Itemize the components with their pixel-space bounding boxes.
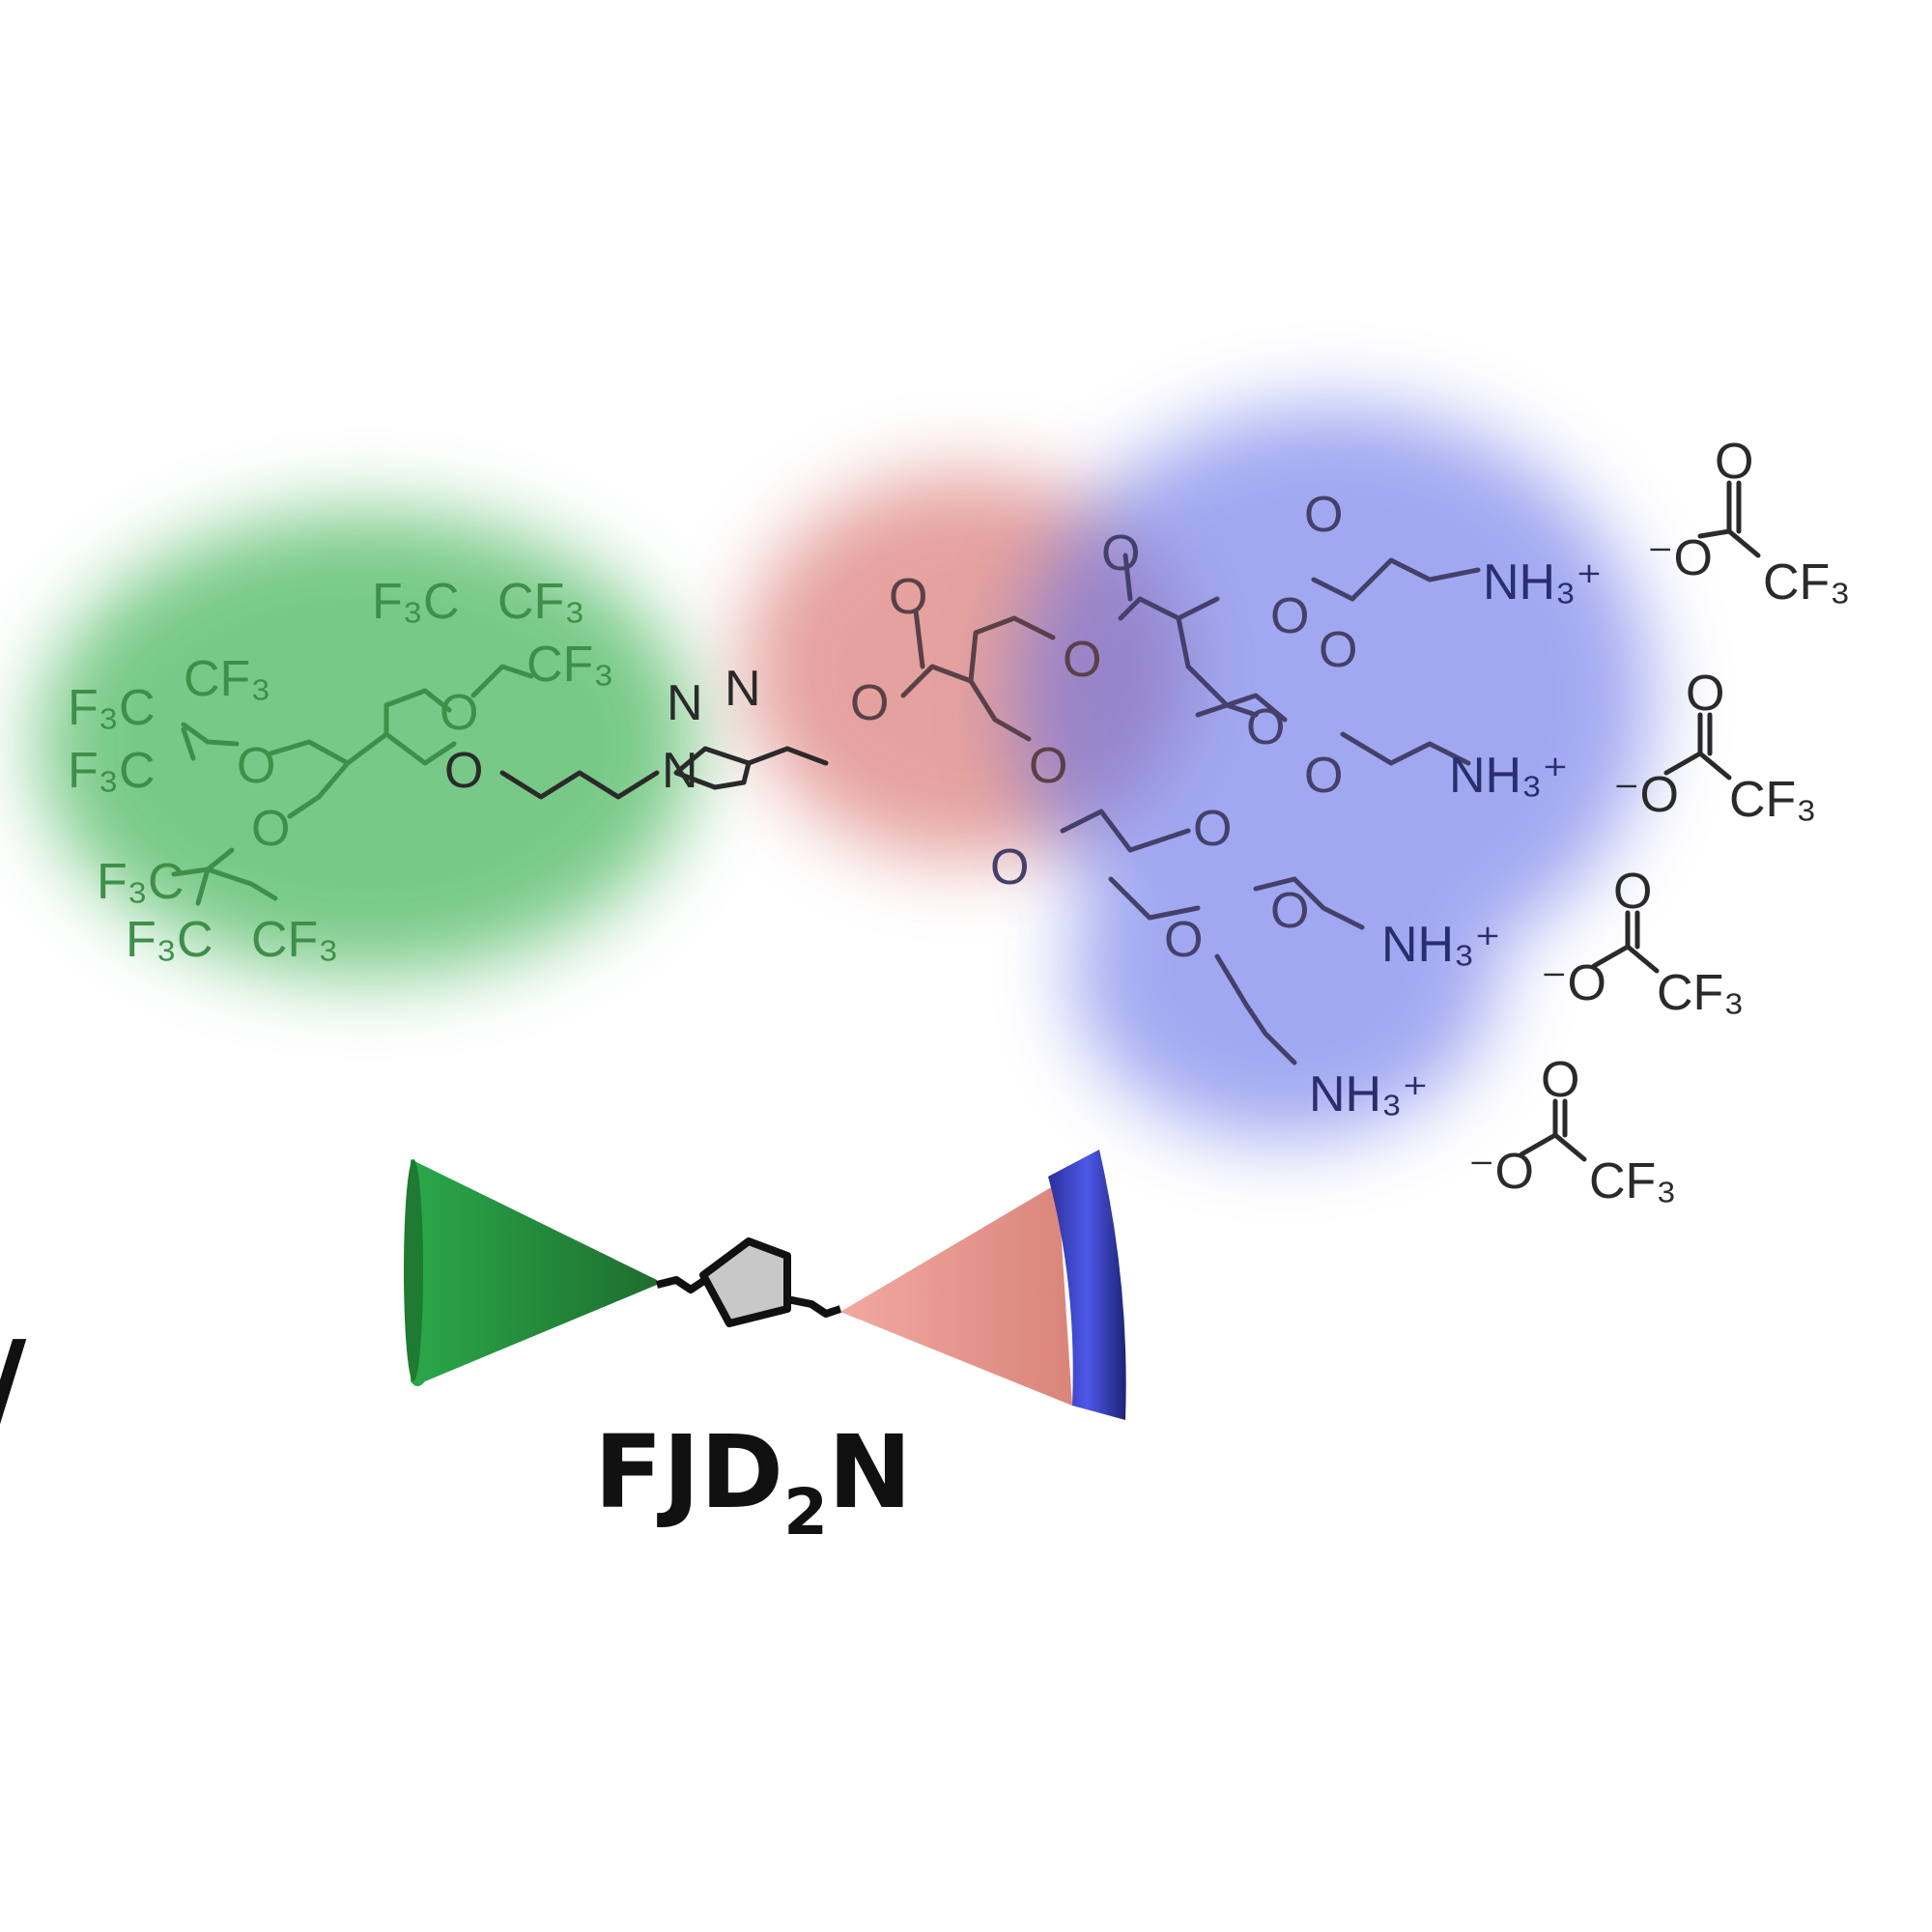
ammonium-labels: NH₃⁺ NH₃⁺ NH₃⁺ NH₃⁺	[1309, 554, 1603, 1122]
label-f3c-left-a: F₃C	[68, 680, 156, 736]
janus-dendrimer-cartoon	[404, 1150, 1126, 1420]
label-n-1: N	[667, 675, 703, 731]
label-o-ether: O	[444, 743, 483, 799]
label-o-core-right: O	[1063, 632, 1101, 688]
label-nh3-3: NH₃⁺	[1381, 917, 1501, 973]
label-anion-o-2: ⁻O	[1613, 767, 1679, 823]
label-o-low: O	[251, 801, 290, 857]
label-o-top: O	[440, 685, 478, 741]
counterion-labels: O ⁻O CF₃ O ⁻O CF₃ O ⁻O CF₃ O ⁻O CF₃	[1468, 434, 1851, 1209]
core-cone	[840, 1183, 1072, 1406]
cropped-edge-glyph: /	[0, 1307, 27, 1498]
label-anion-o-1: ⁻O	[1647, 530, 1713, 586]
label-cf3-left-b: CF₃	[184, 651, 271, 707]
label-nh3-4: NH₃⁺	[1309, 1066, 1429, 1122]
amine-domain-glow	[1014, 406, 1652, 1140]
label-anion-o-carbonyl-3: O	[1613, 864, 1652, 920]
label-o-g2-carbonyl-a: O	[1101, 526, 1140, 582]
label-o-g2-c: O	[1193, 801, 1232, 857]
label-cf3-bot-c: CF₃	[251, 912, 339, 968]
label-nh3-2: NH₃⁺	[1449, 748, 1569, 804]
label-f3c-bot-a: F₃C	[97, 854, 185, 910]
title-prefix: FJD	[594, 1413, 783, 1531]
amine-cap	[1048, 1150, 1126, 1420]
label-cf3-top-b: CF₃	[497, 574, 585, 630]
label-o-g3-c: O	[1304, 748, 1343, 804]
label-f3c-left-c: F₃C	[68, 743, 156, 799]
label-o-g3-b: O	[1319, 622, 1357, 678]
linker-atom-labels: O N N N	[444, 661, 761, 799]
label-anion-cf3-3: CF₃	[1657, 965, 1745, 1021]
label-o-left: O	[237, 738, 275, 794]
label-f3c-bot-b: F₃C	[126, 912, 213, 968]
fluorous-domain-glow	[39, 512, 696, 976]
triazole-pentagon	[699, 1237, 791, 1327]
title-subscript: 2	[783, 1475, 828, 1549]
title-suffix: N	[828, 1413, 912, 1531]
label-n-3: N	[662, 743, 698, 799]
label-anion-o-4: ⁻O	[1468, 1144, 1534, 1200]
label-anion-o-carbonyl-4: O	[1541, 1052, 1579, 1108]
label-cf3-top-c: CF₃	[526, 637, 614, 693]
label-anion-o-carbonyl-2: O	[1686, 666, 1724, 722]
label-o-g3-a: O	[1304, 487, 1343, 543]
label-o-g3-d: O	[1270, 883, 1309, 939]
right-linker	[786, 1295, 842, 1318]
label-o-g2-d: O	[1164, 912, 1203, 968]
label-n-2: N	[724, 661, 761, 717]
label-anion-o-carbonyl-1: O	[1715, 434, 1753, 490]
core-atom-labels: O O O O	[850, 569, 1101, 794]
label-o-g2-b: O	[1246, 699, 1285, 755]
fluorous-atom-labels: F₃C CF₃ CF₃ O F₃C CF₃ F₃C O O F₃C F₃C CF…	[68, 574, 614, 968]
fluorous-cone	[411, 1159, 657, 1386]
label-o-g2-a: O	[1270, 588, 1309, 644]
label-o-core-down: O	[1029, 738, 1067, 794]
label-o-g2-carbonyl-b: O	[990, 839, 1029, 895]
label-anion-cf3-1: CF₃	[1763, 554, 1851, 611]
fluorous-cone-base	[404, 1159, 423, 1381]
outer-atom-labels: O O O O O O O O O O	[990, 487, 1357, 968]
label-anion-cf3-2: CF₃	[1729, 772, 1817, 828]
compound-title: FJD2N	[594, 1413, 912, 1549]
label-nh3-1: NH₃⁺	[1483, 554, 1603, 611]
label-o-core-carbonyl: O	[889, 569, 927, 625]
bond-network	[171, 480, 1761, 1162]
label-anion-cf3-4: CF₃	[1589, 1153, 1677, 1209]
label-f3c-top-a: F₃C	[372, 574, 460, 630]
left-linker	[656, 1276, 708, 1293]
label-o-core-ester: O	[850, 675, 889, 731]
label-anion-o-3: ⁻O	[1541, 955, 1606, 1011]
